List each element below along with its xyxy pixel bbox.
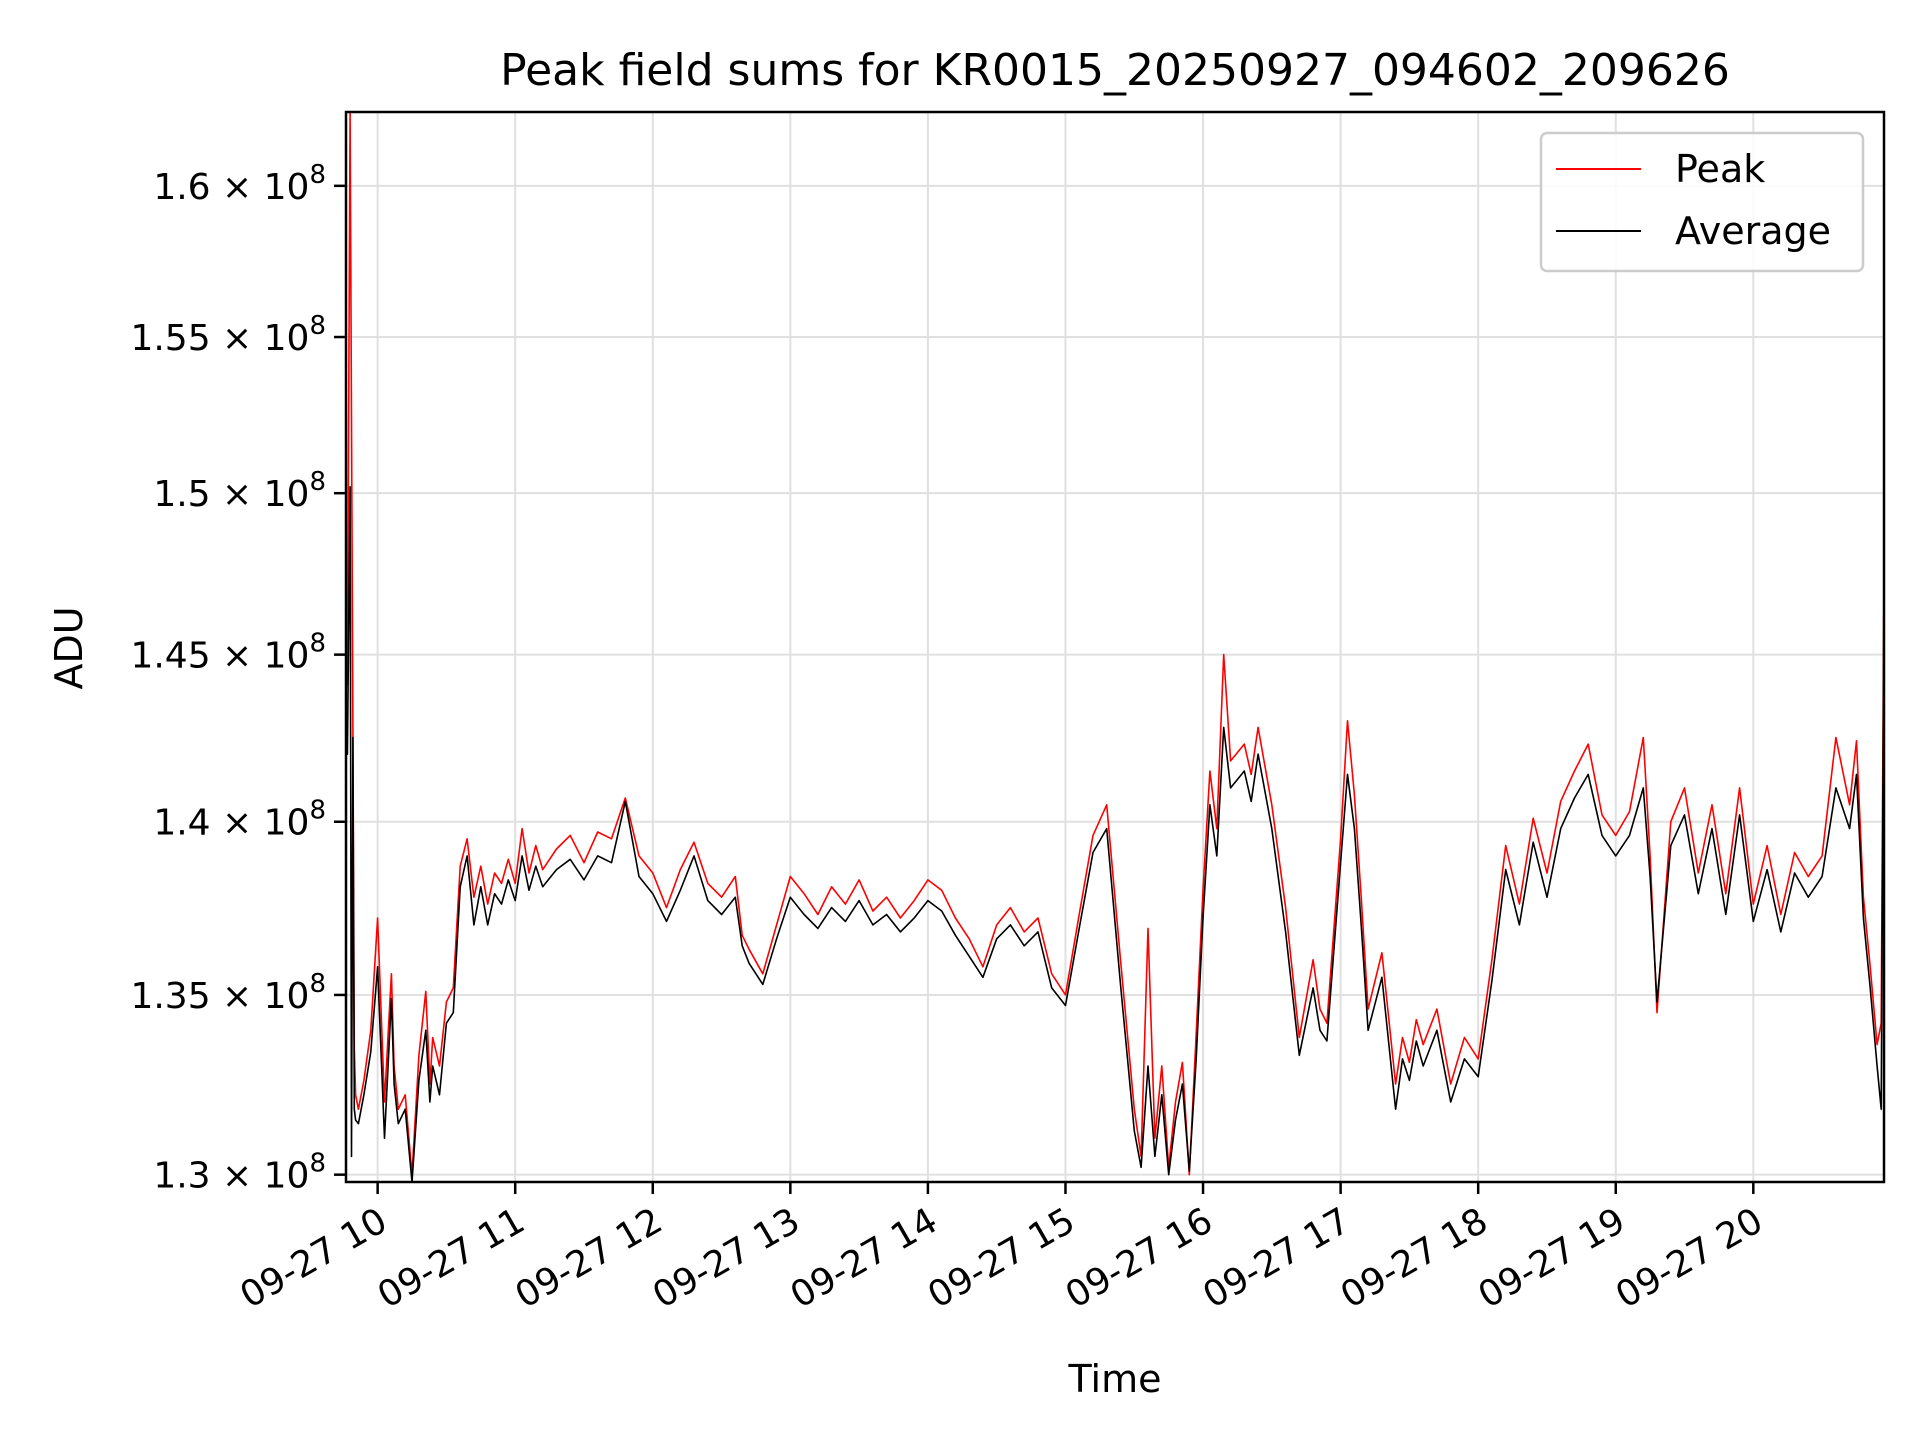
y-tick-label: 1.6 × 108	[153, 160, 326, 208]
y-tick-times: × 10	[211, 1156, 310, 1197]
legend-label-peak: Peak	[1675, 147, 1765, 191]
y-tick-label: 1.4 × 108	[153, 796, 326, 844]
y-tick-mantissa: 1.55	[130, 318, 210, 359]
series-line-average	[346, 485, 1884, 1182]
y-tick-times: × 10	[211, 474, 310, 515]
legend-box	[1539, 131, 1865, 273]
y-tick-label: 1.3 × 108	[153, 1149, 326, 1197]
series-layer	[346, 112, 1884, 1182]
y-tick-times: × 10	[211, 167, 310, 208]
x-tick-label: 09-27 15	[921, 1200, 1082, 1316]
y-tick-label: 1.55 × 108	[130, 311, 326, 359]
x-tick-label: 09-27 18	[1334, 1200, 1495, 1316]
y-tick-mantissa: 1.35	[130, 976, 210, 1017]
x-tick-label: 09-27 19	[1472, 1200, 1633, 1316]
y-tick-exponent: 8	[309, 796, 326, 826]
y-tick-mantissa: 1.5	[153, 474, 210, 515]
y-tick-mantissa: 1.4	[153, 803, 210, 844]
y-tick-exponent: 8	[309, 1149, 326, 1179]
y-tick-label: 1.45 × 108	[130, 629, 326, 677]
legend-label-average: Average	[1675, 209, 1831, 253]
x-tick-label: 09-27 12	[509, 1200, 670, 1316]
y-tick-exponent: 8	[309, 467, 326, 497]
y-tick-mantissa: 1.45	[130, 636, 210, 677]
plot-frame	[344, 110, 1886, 1184]
legend: Peak Average	[1539, 131, 1865, 273]
y-tick-times: × 10	[211, 976, 310, 1017]
y-tick-label: 1.35 × 108	[130, 969, 326, 1017]
y-tick-exponent: 8	[309, 311, 326, 341]
y-tick-label: 1.5 × 108	[153, 467, 326, 515]
x-tick-label: 09-27 14	[784, 1200, 945, 1316]
x-tick-label: 09-27 17	[1196, 1200, 1357, 1316]
chart-title: Peak field sums for KR0015_20250927_0946…	[500, 45, 1730, 96]
x-axis-label: Time	[1068, 1357, 1162, 1401]
x-tick-label: 09-27 10	[233, 1200, 394, 1316]
y-tick-mantissa: 1.3	[153, 1156, 210, 1197]
x-tick-label: 09-27 16	[1059, 1200, 1220, 1316]
y-tick-times: × 10	[211, 636, 310, 677]
gridlines	[346, 112, 1884, 1182]
x-tick-label: 09-27 11	[371, 1200, 532, 1316]
y-axis-label: ADU	[47, 606, 91, 689]
x-tick-label: 09-27 13	[646, 1200, 807, 1316]
y-tick-exponent: 8	[309, 160, 326, 190]
x-tick-label: 09-27 20	[1609, 1200, 1770, 1316]
y-tick-times: × 10	[211, 803, 310, 844]
y-tick-exponent: 8	[309, 969, 326, 999]
y-tick-times: × 10	[211, 318, 310, 359]
y-tick-mantissa: 1.6	[153, 167, 210, 208]
y-tick-exponent: 8	[309, 629, 326, 659]
series-line-peak	[346, 112, 1884, 1176]
